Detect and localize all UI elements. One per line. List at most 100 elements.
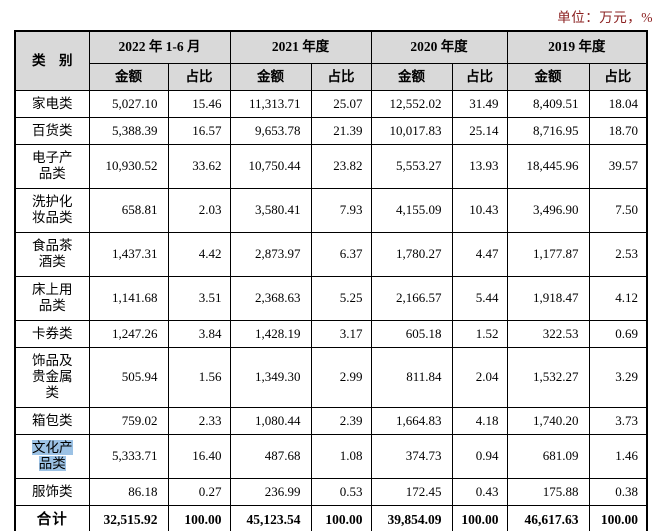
amount-cell: 5,553.27 [370,143,453,189]
amount-cell: 5,388.39 [88,116,169,145]
ratio-cell: 3.73 [588,406,648,435]
category-label-cell: 食品茶 酒类 [14,231,90,277]
table-row: 卡券类 1,247.26 3.84 1,428.19 3.17 605.18 1.52 322… [14,319,648,348]
amount-cell: 86.18 [88,477,169,506]
table-row: 电子产 品类 10,930.52 33.62 10,750.44 23.82 5,553.… [14,143,648,189]
ratio-cell: 3.17 [310,319,372,348]
category-label-cell: 服饰类 [14,477,90,506]
ratio-cell: 18.04 [588,89,648,118]
header-amount-2022: 金额 [88,62,169,91]
ratio-cell: 25.07 [310,89,372,118]
amount-cell: 8,716.95 [506,116,590,145]
table-row: 服饰类 86.18 0.27 236.99 0.53 172.45 0.43 175.88 0.… [14,477,648,506]
amount-cell: 32,515.92 [88,504,169,531]
amount-cell: 1,080.44 [229,406,312,435]
ratio-cell: 100.00 [451,504,508,531]
amount-cell: 1,349.30 [229,346,312,408]
amount-cell: 1,532.27 [506,346,590,408]
amount-cell: 505.94 [88,346,169,408]
category-label-cell: 电子产 品类 [14,143,90,189]
category-label-cell: 卡券类 [14,319,90,348]
total-row: 合计 32,515.92 100.00 45,123.54 100.00 39,854.0… [14,504,648,531]
category-label-text: 家电类 [32,95,73,111]
amount-cell: 681.09 [506,433,590,479]
ratio-cell: 0.43 [451,477,508,506]
table-row: 百货类 5,388.39 16.57 9,653.78 21.39 10,017.83 25… [14,116,648,145]
ratio-cell: 3.84 [167,319,231,348]
amount-cell: 172.45 [370,477,453,506]
category-label-text: 箱包类 [32,412,73,428]
header-ratio-2021: 占比 [310,62,372,91]
ratio-cell: 39.57 [588,143,648,189]
amount-cell: 11,313.71 [229,89,312,118]
ratio-cell: 1.52 [451,319,508,348]
table-row: 饰品及 贵金属 类 505.94 1.56 1,349.30 2.99 811.84 2.0… [14,346,648,408]
table-row: 床上用 品类 1,141.68 3.51 2,368.63 5.25 2,166.57 5.… [14,275,648,321]
category-label-text: 食品茶 酒类 [32,238,73,269]
amount-cell: 1,428.19 [229,319,312,348]
ratio-cell: 21.39 [310,116,372,145]
ratio-cell: 10.43 [451,187,508,233]
category-label-cell: 洗护化 妆品类 [14,187,90,233]
ratio-cell: 1.56 [167,346,231,408]
ratio-cell: 0.53 [310,477,372,506]
unit-label: 单位：万元，% [557,10,653,25]
header-ratio-2020: 占比 [451,62,508,91]
amount-cell: 811.84 [370,346,453,408]
table-header: 类 别 2022 年 1-6 月 2021 年度 2020 年度 2019 年度… [14,30,648,91]
ratio-cell: 1.08 [310,433,372,479]
table-row: 食品茶 酒类 1,437.31 4.42 2,873.97 6.37 1,780.27 4.… [14,231,648,277]
ratio-cell: 4.47 [451,231,508,277]
amount-cell: 1,918.47 [506,275,590,321]
category-revenue-table: 类 别 2022 年 1-6 月 2021 年度 2020 年度 2019 年度… [14,30,648,531]
header-period-2022: 2022 年 1-6 月 [88,30,231,64]
amount-cell: 10,017.83 [370,116,453,145]
header-period-2020: 2020 年度 [370,30,508,64]
amount-cell: 2,873.97 [229,231,312,277]
ratio-cell: 6.37 [310,231,372,277]
ratio-cell: 16.40 [167,433,231,479]
ratio-cell: 2.99 [310,346,372,408]
ratio-cell: 2.33 [167,406,231,435]
ratio-cell: 13.93 [451,143,508,189]
ratio-cell: 3.29 [588,346,648,408]
amount-cell: 39,854.09 [370,504,453,531]
amount-cell: 45,123.54 [229,504,312,531]
ratio-cell: 23.82 [310,143,372,189]
amount-cell: 10,750.44 [229,143,312,189]
category-label-cell: 饰品及 贵金属 类 [14,346,90,408]
amount-cell: 374.73 [370,433,453,479]
category-label-text: 洗护化 妆品类 [32,194,73,225]
table-row: 家电类 5,027.10 15.46 11,313.71 25.07 12,552.02 3… [14,89,648,118]
amount-cell: 236.99 [229,477,312,506]
header-period-2021: 2021 年度 [229,30,372,64]
ratio-cell: 0.94 [451,433,508,479]
amount-cell: 2,368.63 [229,275,312,321]
amount-cell: 1,780.27 [370,231,453,277]
ratio-cell: 2.03 [167,187,231,233]
ratio-cell: 5.25 [310,275,372,321]
ratio-cell: 3.51 [167,275,231,321]
ratio-cell: 2.39 [310,406,372,435]
amount-cell: 1,247.26 [88,319,169,348]
table-body: 家电类 5,027.10 15.46 11,313.71 25.07 12,552.02 3… [14,89,648,531]
amount-cell: 1,740.20 [506,406,590,435]
category-label-cell: 箱包类 [14,406,90,435]
ratio-cell: 4.18 [451,406,508,435]
amount-cell: 1,177.87 [506,231,590,277]
ratio-cell: 31.49 [451,89,508,118]
amount-cell: 2,166.57 [370,275,453,321]
table-row: 箱包类 759.02 2.33 1,080.44 2.39 1,664.83 4.18 1,7… [14,406,648,435]
amount-cell: 9,653.78 [229,116,312,145]
header-amount-2019: 金额 [506,62,590,91]
ratio-cell: 0.27 [167,477,231,506]
ratio-cell: 7.50 [588,187,648,233]
header-ratio-2019: 占比 [588,62,648,91]
amount-cell: 1,141.68 [88,275,169,321]
category-label-cell: 家电类 [14,89,90,118]
category-label-text: 百货类 [32,122,73,138]
amount-cell: 1,437.31 [88,231,169,277]
category-label-cell: 合计 [14,504,90,531]
header-amount-2021: 金额 [229,62,312,91]
